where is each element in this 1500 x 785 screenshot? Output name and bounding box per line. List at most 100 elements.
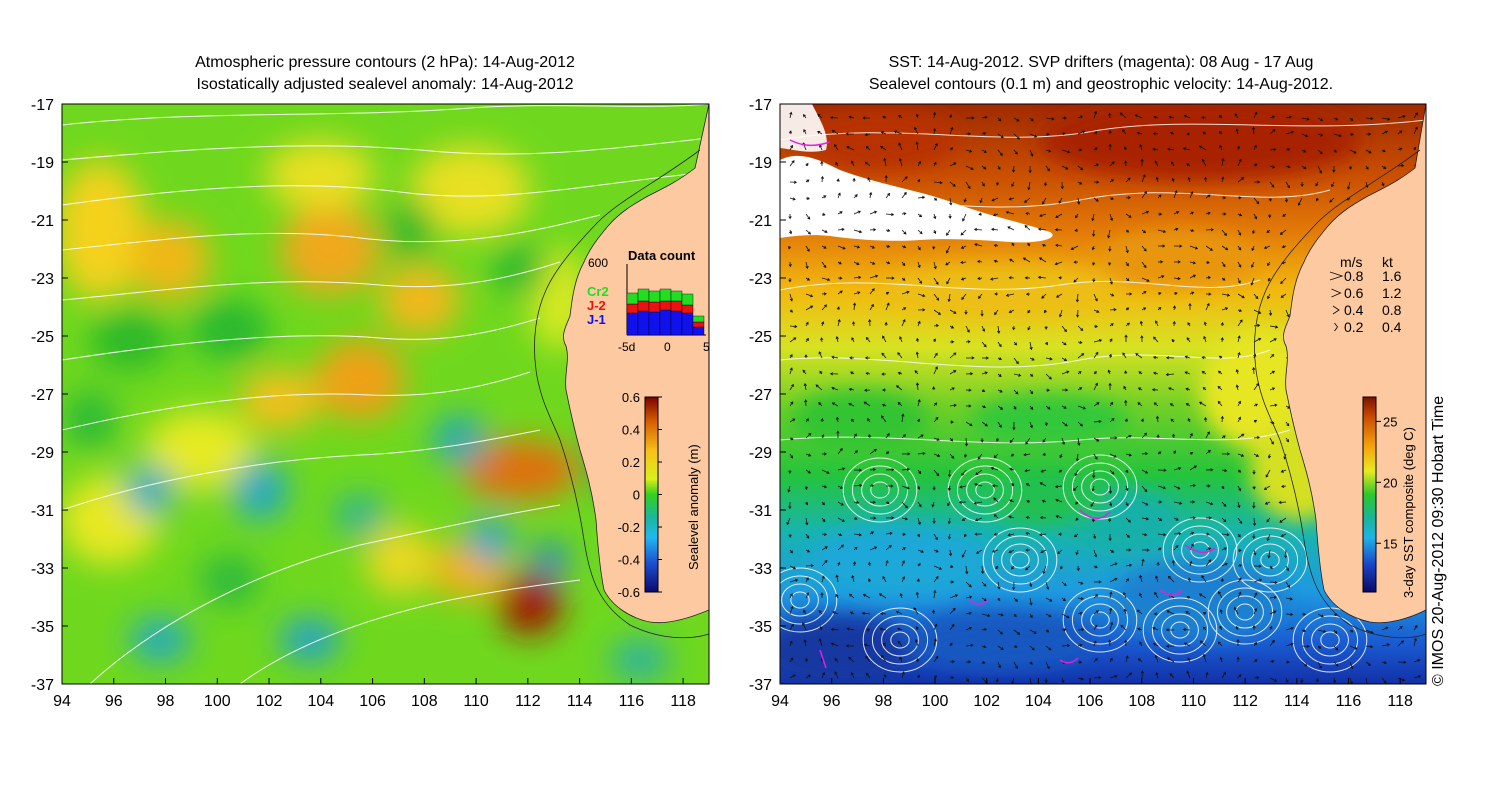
velocity-arrow [788, 533, 792, 538]
velocity-arrow [1157, 229, 1167, 233]
velocity-arrow [964, 309, 968, 315]
velocity-arrow [1237, 229, 1242, 236]
velocity-arrow [901, 307, 907, 311]
velocity-arrow [1141, 532, 1148, 537]
velocity-arrow [949, 340, 955, 344]
velocity-arrow [1237, 485, 1242, 492]
velocity-arrow [1173, 485, 1181, 490]
velocity-arrow [1093, 594, 1099, 599]
velocity-arrow [1269, 677, 1278, 682]
velocity-arrow [1141, 469, 1149, 474]
velocity-arrow [821, 452, 828, 456]
velocity-arrow [917, 398, 921, 407]
velocity-arrow [917, 293, 926, 298]
velocity-arrow [1093, 402, 1100, 407]
velocity-arrow [1198, 145, 1207, 151]
velocity-arrow [884, 174, 888, 183]
velocity-arrow [974, 532, 983, 536]
velocity-arrow [1109, 549, 1115, 553]
velocity-arrow [1285, 309, 1290, 318]
eddy-contour [1161, 613, 1199, 647]
velocity-arrow [1061, 132, 1066, 136]
velocity-arrow [1073, 533, 1079, 538]
velocity-arrow [1202, 653, 1207, 663]
velocity-arrow [1252, 366, 1256, 375]
velocity-arrow [1109, 277, 1113, 285]
velocity-arrow [885, 302, 890, 311]
velocity-arrow [802, 622, 807, 631]
right-y-tick-label: -21 [749, 213, 772, 230]
right-y-tick-label: -31 [749, 503, 772, 520]
velocity-arrow [1009, 467, 1015, 471]
velocity-arrow [977, 453, 983, 460]
velocity-arrow [837, 211, 843, 215]
velocity-arrow [899, 336, 903, 343]
velocity-arrow [961, 517, 967, 521]
velocity-arrow [1013, 357, 1019, 365]
velocity-arrow [898, 157, 903, 167]
velocity-arrow [996, 181, 1000, 186]
velocity-arrow [1381, 130, 1389, 135]
velocity-arrow [1173, 450, 1177, 455]
cloud-mask [780, 155, 1053, 243]
velocity-arrow [865, 672, 871, 679]
velocity-arrow [853, 245, 861, 249]
left-x-tick-label: 106 [359, 693, 386, 710]
velocity-arrow [1109, 417, 1115, 423]
velocity-legend-arrow [1329, 271, 1344, 281]
velocity-arrow [1139, 574, 1143, 583]
velocity-arrow [1280, 293, 1287, 298]
eddy-contour [861, 473, 899, 507]
velocity-arrow [949, 594, 959, 599]
velocity-arrow [1183, 642, 1191, 647]
velocity-arrow [947, 469, 952, 478]
velocity-arrow [1074, 501, 1079, 505]
velocity-arrow [1093, 382, 1098, 391]
left-x-tick-label: 108 [411, 693, 438, 710]
velocity-arrow [1041, 293, 1047, 299]
velocity-arrow [1285, 677, 1289, 683]
velocity-arrow [1141, 261, 1147, 269]
velocity-arrow [1219, 115, 1223, 119]
velocity-arrow [1317, 661, 1322, 669]
velocity-arrow [1092, 229, 1096, 237]
velocity-arrow [1187, 577, 1192, 583]
velocity-arrow [1269, 353, 1275, 359]
velocity-arrow [1092, 469, 1096, 479]
velocity-arrow [965, 421, 973, 427]
velocity-arrow [981, 165, 987, 170]
velocity-arrow [1125, 485, 1129, 492]
velocity-legend-arrow [1332, 305, 1340, 315]
velocity-arrow [965, 149, 973, 153]
eddy-contour [975, 481, 995, 499]
velocity-arrow [1202, 611, 1207, 615]
data-count-bar-j-1 [637, 310, 650, 336]
velocity-arrow [885, 516, 895, 520]
velocity-arrow [821, 559, 828, 567]
velocity-arrow [1077, 197, 1081, 205]
velocity-arrow [1173, 211, 1180, 215]
data-count-xlabel-neg5: -5d [618, 340, 635, 354]
velocity-arrow [997, 341, 1002, 348]
right-y-tick-label: -23 [749, 271, 772, 288]
velocity-arrow [1013, 341, 1018, 346]
velocity-arrow [821, 517, 826, 523]
velocity-arrow [836, 178, 840, 183]
velocity-arrow [1269, 403, 1278, 407]
left-x-tick-label: 112 [515, 693, 541, 710]
right-x-tick-label: 112 [1232, 693, 1258, 710]
velocity-arrow [1091, 485, 1095, 492]
velocity-arrow [1168, 115, 1175, 119]
velocity-arrow [1172, 305, 1176, 311]
velocity-arrow [1263, 485, 1271, 490]
velocity-arrow [1075, 549, 1079, 556]
velocity-arrow [1041, 499, 1047, 503]
velocity-arrow [1237, 351, 1241, 359]
velocity-arrow [1061, 325, 1067, 333]
velocity-arrow [1186, 163, 1191, 167]
velocity-arrow [1093, 610, 1099, 615]
velocity-arrow [901, 212, 907, 216]
velocity-arrow [1205, 245, 1213, 251]
velocity-arrow [1285, 565, 1289, 572]
velocity-arrow [992, 213, 999, 217]
